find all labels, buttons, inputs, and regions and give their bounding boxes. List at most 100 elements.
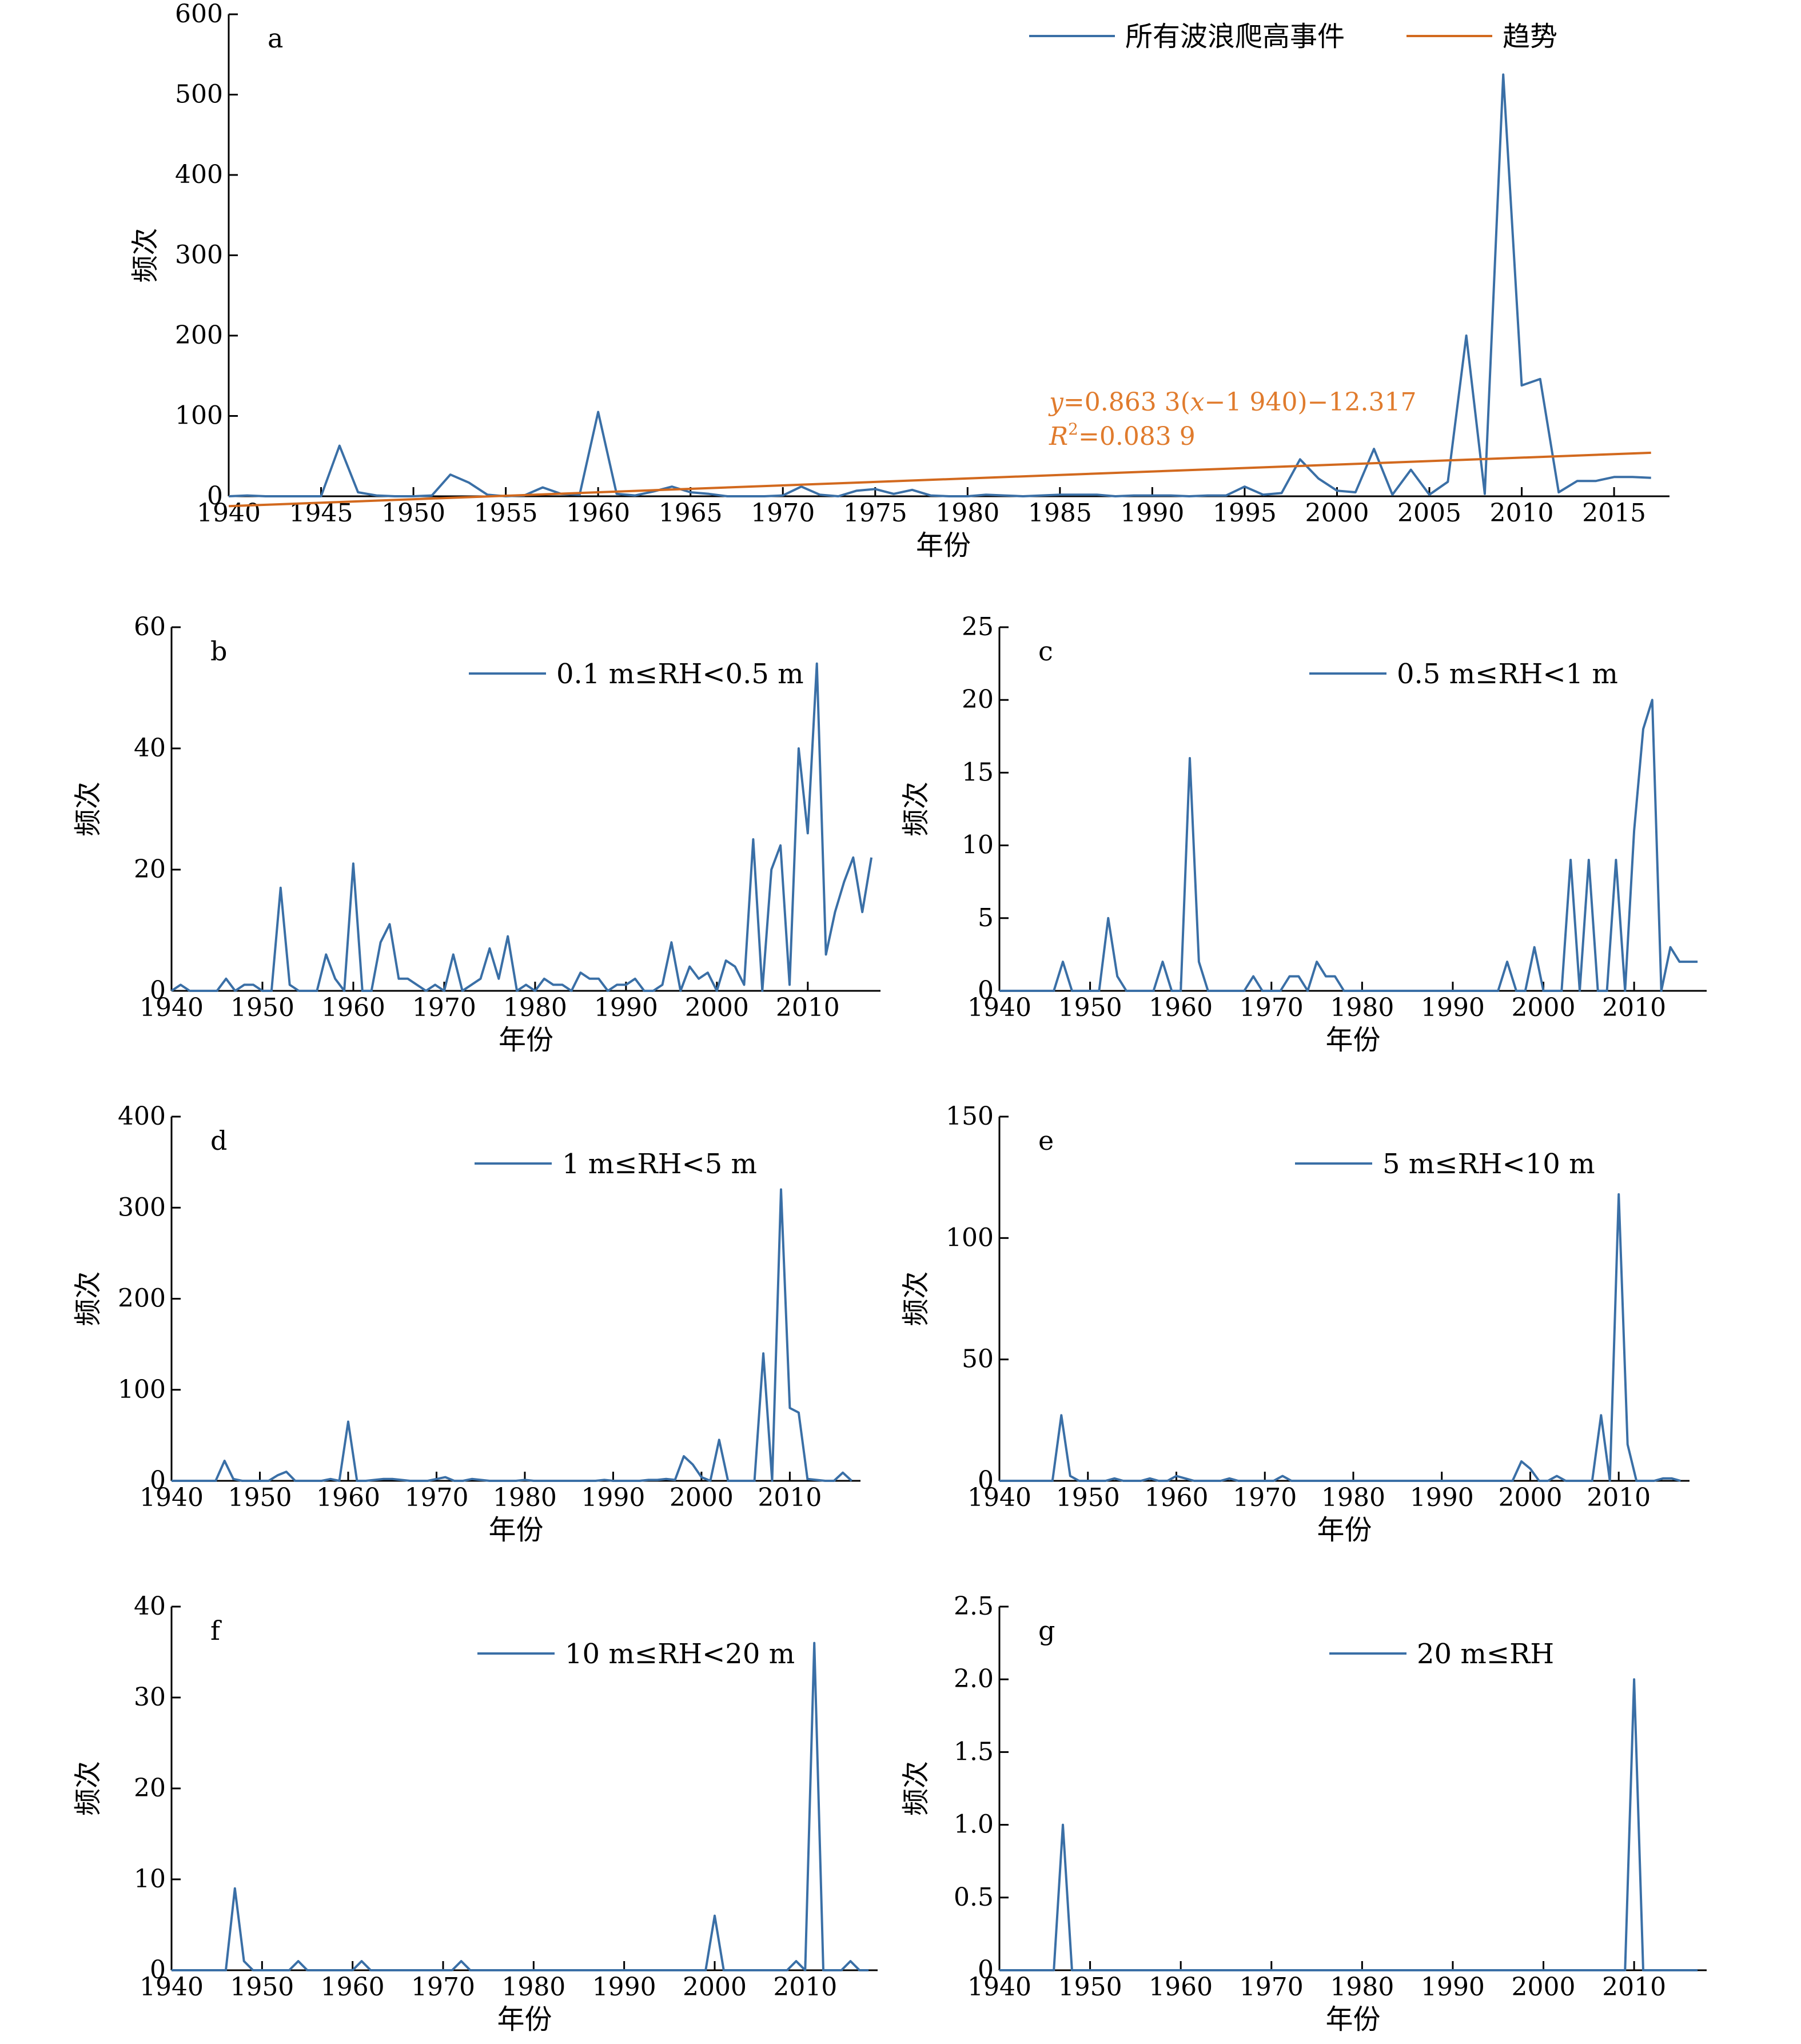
y-axis-title: 频次 xyxy=(900,1761,932,1816)
x-tick-label: 2000 xyxy=(1498,1483,1562,1512)
x-tick-label: 1990 xyxy=(1421,1973,1485,2002)
x-tick-label: 1990 xyxy=(594,993,658,1022)
x-tick-label: 2010 xyxy=(1490,499,1554,528)
y-tick-label: 10 xyxy=(134,1864,166,1894)
x-tick-label: 1940 xyxy=(197,499,261,528)
y-tick-label: 500 xyxy=(175,80,223,109)
x-tick-label: 1990 xyxy=(581,1483,645,1512)
x-tick-label: 1940 xyxy=(967,993,1031,1022)
x-tick-label: 1960 xyxy=(566,499,630,528)
y-tick-label: 10 xyxy=(962,831,994,860)
panel-label: g xyxy=(1038,1615,1055,1646)
x-tick-label: 2005 xyxy=(1397,499,1461,528)
x-tick-label: 1970 xyxy=(751,499,815,528)
y-tick-label: 100 xyxy=(946,1223,994,1252)
panel-label: a xyxy=(268,23,283,54)
y-tick-label: 400 xyxy=(175,160,223,189)
legend: 1 m≤RH<5 m xyxy=(475,1148,757,1180)
legend: 所有波浪爬高事件 趋势 xyxy=(1029,21,1557,53)
y-tick-label: 0.5 xyxy=(954,1883,994,1912)
y-axis-title: 频次 xyxy=(72,782,104,836)
x-tick-label: 1960 xyxy=(1149,1973,1213,2002)
x-tick-label: 1950 xyxy=(1056,1483,1120,1512)
x-tick-label: 1980 xyxy=(503,993,567,1022)
x-tick-label: 2010 xyxy=(1602,993,1666,1022)
x-tick-label: 1940 xyxy=(140,1973,204,2002)
x-tick-label: 1970 xyxy=(404,1483,468,1512)
x-tick-label: 1990 xyxy=(1410,1483,1474,1512)
series-line-g xyxy=(999,1678,1698,1971)
panel-e: 0 50 100 150 1940 1950 1960 1970 1980 1990 2000 201… xyxy=(900,1102,1690,1546)
y-axis-title: 频次 xyxy=(72,1271,104,1326)
x-tick-label: 2000 xyxy=(683,1973,747,2002)
panel-b: 0 20 40 60 1940 1950 1960 1970 1980 1990 2000 2010 年… xyxy=(72,612,880,1056)
y-tick-label: 5 xyxy=(978,903,994,933)
series-line-f xyxy=(172,1641,869,1971)
r-squared: R2=0.083 9 xyxy=(1049,420,1196,451)
x-tick-label: 2010 xyxy=(776,993,840,1022)
x-tick-label: 1970 xyxy=(412,993,476,1022)
legend: 10 m≤RH<20 m xyxy=(477,1638,795,1670)
x-tick-label: 1940 xyxy=(967,1483,1031,1512)
x-tick-label: 1970 xyxy=(1240,1973,1304,2002)
y-axis-title: 频次 xyxy=(900,1271,932,1326)
y-tick-label: 150 xyxy=(946,1102,994,1131)
x-tick-label: 2000 xyxy=(685,993,749,1022)
x-tick-label: 1980 xyxy=(493,1483,557,1512)
x-tick-label: 1970 xyxy=(1233,1483,1297,1512)
x-tick-label: 1975 xyxy=(843,499,907,528)
x-tick-label: 1990 xyxy=(592,1973,656,2002)
series-line-b xyxy=(170,662,873,992)
y-tick-label: 60 xyxy=(134,612,166,642)
y-tick-label: 400 xyxy=(118,1102,166,1131)
x-tick-label: 1960 xyxy=(1144,1483,1208,1512)
x-tick-label: 1950 xyxy=(381,499,445,528)
x-tick-label: 2010 xyxy=(1602,1973,1666,2002)
y-tick-label: 1.0 xyxy=(954,1810,994,1839)
x-axis-title: 年份 xyxy=(1317,1514,1372,1546)
x-tick-label: 1990 xyxy=(1421,993,1485,1022)
x-tick-label: 1980 xyxy=(1330,993,1394,1022)
trend-line xyxy=(228,451,1651,508)
y-tick-label: 200 xyxy=(175,321,223,350)
panel-c: 0 5 10 15 20 25 1940 1950 1960 1970 1980 1990 2000 20… xyxy=(900,612,1707,1056)
x-tick-label: 1940 xyxy=(967,1973,1031,2002)
x-axis-title: 年份 xyxy=(497,2003,552,2035)
legend-entry: 0.1 m≤RH<0.5 m xyxy=(556,658,804,690)
y-tick-label: 25 xyxy=(962,612,994,642)
x-tick-label: 1940 xyxy=(140,993,204,1022)
x-tick-label: 1960 xyxy=(1149,993,1213,1022)
y-tick-label: 2.0 xyxy=(954,1664,994,1694)
legend: 0.1 m≤RH<0.5 m xyxy=(469,658,804,690)
y-tick-label: 300 xyxy=(175,241,223,270)
x-tick-label: 2010 xyxy=(773,1973,837,2002)
regression-equation: y=0.863 3(x−1 940)−12.317 xyxy=(1048,388,1417,417)
y-axis-title: 频次 xyxy=(900,782,932,836)
x-tick-label: 2000 xyxy=(670,1483,734,1512)
series-line-a xyxy=(228,73,1651,497)
y-tick-label: 30 xyxy=(134,1683,166,1712)
y-tick-label: 100 xyxy=(118,1375,166,1404)
x-tick-label: 1950 xyxy=(1058,1973,1122,2002)
y-tick-label: 0 xyxy=(150,1466,166,1495)
x-tick-label: 1955 xyxy=(474,499,538,528)
x-axis-title: 年份 xyxy=(1325,2003,1380,2035)
y-axis-title: 频次 xyxy=(72,1761,104,1816)
x-tick-label: 2015 xyxy=(1582,499,1646,528)
y-tick-label: 1.5 xyxy=(954,1737,994,1766)
y-tick-label: 100 xyxy=(175,401,223,431)
y-tick-label: 2.5 xyxy=(954,1592,994,1621)
x-tick-label: 2010 xyxy=(1587,1483,1651,1512)
series-line-c xyxy=(999,699,1698,992)
y-tick-label: 0 xyxy=(207,481,223,511)
x-tick-label: 1960 xyxy=(316,1483,380,1512)
y-axis-title: 频次 xyxy=(129,228,161,282)
y-tick-label: 0 xyxy=(978,1955,994,1985)
panel-label: f xyxy=(210,1615,222,1646)
x-axis-title: 年份 xyxy=(499,1024,553,1056)
legend: 5 m≤RH<10 m xyxy=(1295,1148,1595,1180)
y-tick-label: 15 xyxy=(962,758,994,787)
x-tick-label: 1965 xyxy=(659,499,723,528)
series-line-e xyxy=(999,1193,1682,1482)
